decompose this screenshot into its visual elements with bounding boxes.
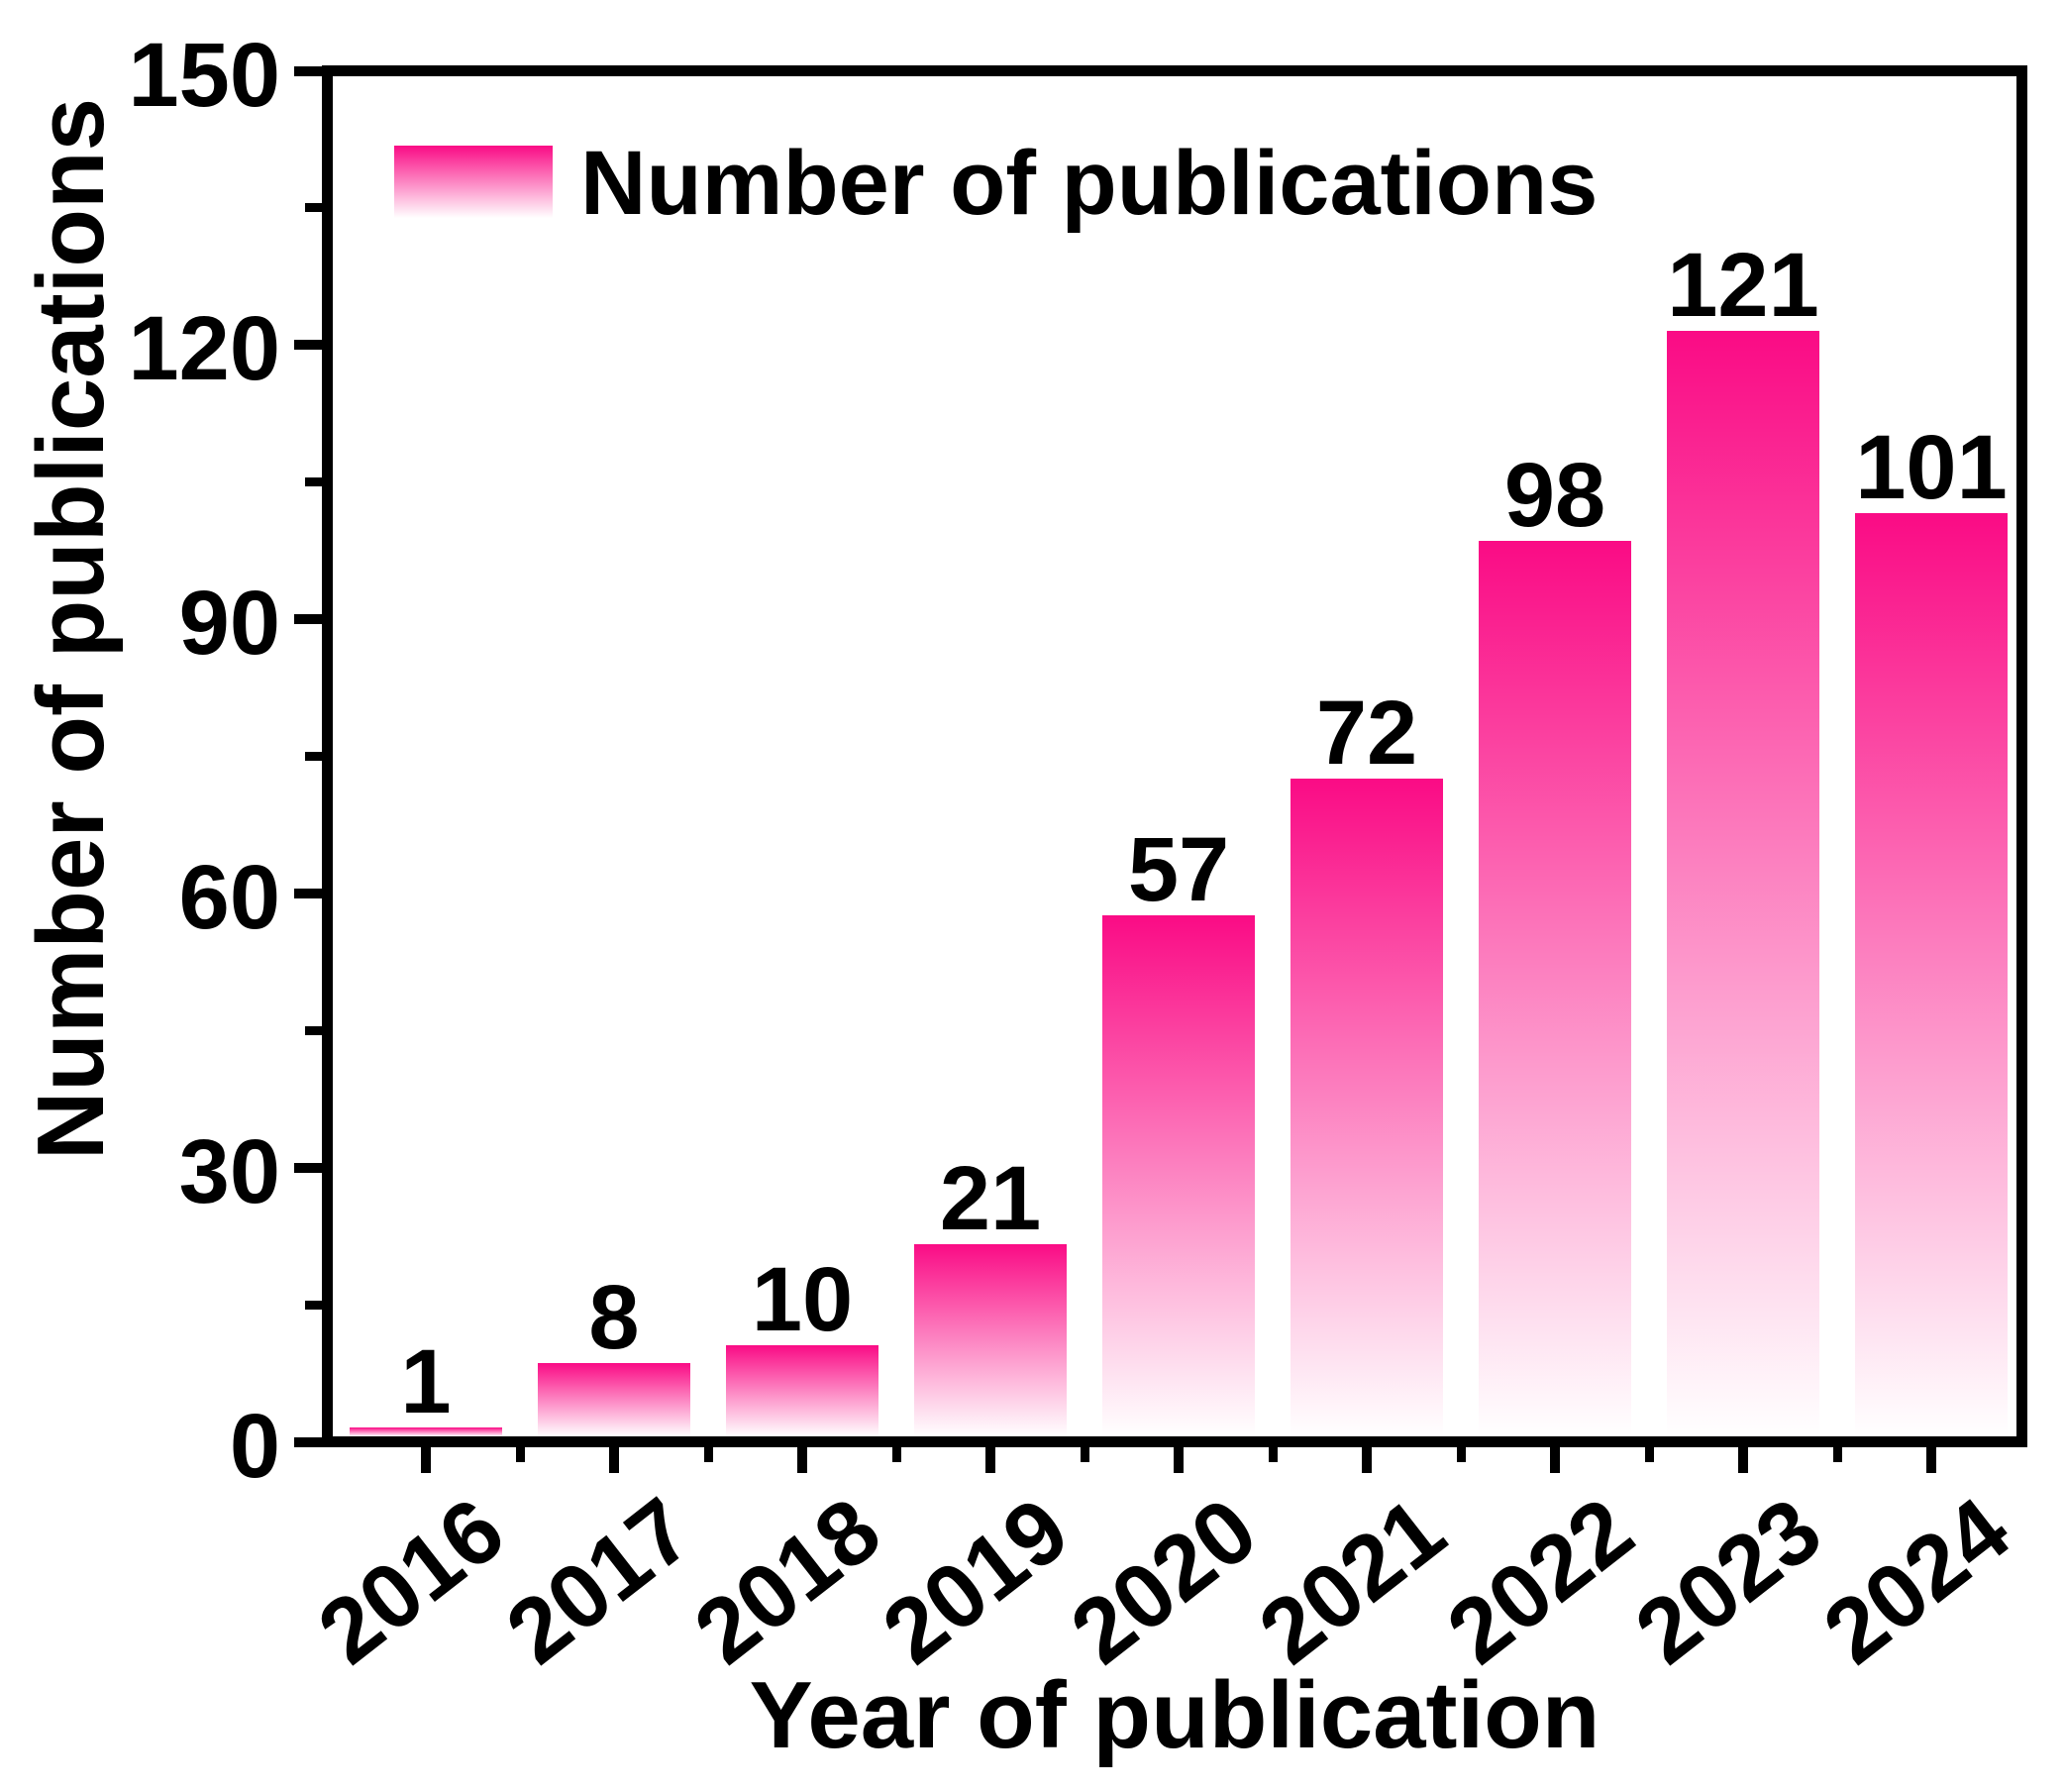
plot-frame	[322, 65, 2027, 1447]
y-tick-label-120: 120	[128, 298, 281, 400]
x-tick-label-text: 2024	[1806, 1479, 2028, 1684]
y-tick-label-150: 150	[128, 24, 281, 126]
legend-label: Number of publications	[580, 133, 1599, 234]
x-tick-label-text: 2020	[1053, 1479, 1276, 1684]
x-axis-title: Year of publication	[749, 1662, 1600, 1768]
x-minor-tick	[891, 1447, 901, 1462]
y-major-tick-0	[294, 1436, 322, 1447]
x-tick-label-text: 2018	[676, 1479, 899, 1684]
bar-2020	[1102, 915, 1255, 1436]
bar-2017	[538, 1363, 690, 1436]
x-major-tick-2024	[1926, 1447, 1936, 1473]
x-major-tick-2018	[797, 1447, 807, 1473]
bar-value-label-2023: 121	[1667, 235, 1819, 336]
bar-2023	[1667, 331, 1819, 1436]
x-major-tick-2016	[421, 1447, 431, 1473]
x-major-tick-2021	[1362, 1447, 1372, 1473]
y-major-tick-120	[294, 340, 322, 351]
bar-value-label-2016: 1	[400, 1331, 452, 1432]
y-major-tick-60	[294, 888, 322, 898]
x-tick-label-text: 2021	[1241, 1479, 1464, 1684]
y-minor-tick	[305, 1025, 322, 1035]
x-major-tick-2017	[609, 1447, 619, 1473]
x-minor-tick	[515, 1447, 525, 1462]
bar-value-label-2022: 98	[1503, 445, 1606, 546]
bar-2024	[1855, 513, 2008, 1436]
legend-color-swatch	[394, 146, 553, 218]
bar-2016	[350, 1427, 502, 1436]
y-minor-tick	[305, 477, 322, 487]
x-major-tick-2019	[985, 1447, 995, 1473]
x-minor-tick	[703, 1447, 713, 1462]
x-minor-tick	[1080, 1447, 1089, 1462]
y-minor-tick	[305, 752, 322, 761]
x-major-tick-2022	[1550, 1447, 1560, 1473]
bar-2018	[726, 1345, 878, 1436]
x-minor-tick	[1644, 1447, 1654, 1462]
bar-value-label-2019: 21	[939, 1148, 1042, 1249]
y-major-tick-90	[294, 614, 322, 625]
x-tick-label-text: 2016	[300, 1479, 523, 1684]
x-tick-label-text: 2017	[488, 1479, 711, 1684]
x-minor-tick	[1268, 1447, 1278, 1462]
bar-2019	[914, 1244, 1067, 1436]
x-minor-tick	[1832, 1447, 1842, 1462]
x-tick-label-text: 2019	[865, 1479, 1087, 1684]
y-minor-tick	[305, 203, 322, 213]
x-tick-label-text: 2022	[1429, 1479, 1652, 1684]
y-tick-label-0: 0	[229, 1395, 280, 1497]
x-minor-tick	[1456, 1447, 1466, 1462]
bar-value-label-2017: 8	[588, 1267, 640, 1368]
y-tick-label-60: 60	[178, 846, 280, 948]
x-major-tick-2023	[1738, 1447, 1748, 1473]
y-major-tick-30	[294, 1162, 322, 1173]
bar-2021	[1291, 779, 1443, 1436]
x-tick-label-text: 2023	[1617, 1479, 1840, 1684]
bar-value-label-2021: 72	[1315, 683, 1418, 784]
y-minor-tick	[305, 1300, 322, 1310]
y-tick-label-90: 90	[178, 573, 280, 675]
bar-value-label-2024: 101	[1855, 417, 2008, 518]
y-major-tick-150	[294, 65, 322, 76]
bar-2022	[1479, 541, 1631, 1436]
bar-value-label-2020: 57	[1127, 819, 1230, 920]
bar-value-label-2018: 10	[751, 1249, 854, 1350]
y-tick-label-30: 30	[178, 1120, 280, 1222]
x-major-tick-2020	[1174, 1447, 1184, 1473]
